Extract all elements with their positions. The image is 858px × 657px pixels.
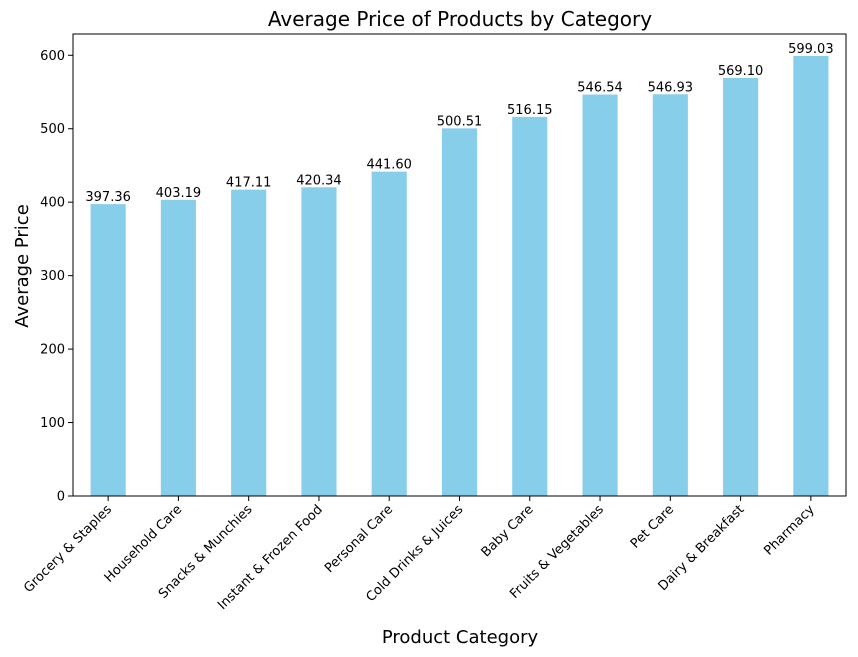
- bar: [160, 199, 196, 497]
- bar-value-label: 441.60: [366, 158, 412, 173]
- y-tick-label: 0: [57, 490, 65, 505]
- bar: [723, 77, 759, 496]
- x-tick-label: Pet Care: [628, 502, 677, 551]
- plot-area: 397.36 403.19 417.11 420.34 441.60 500.51 516.…: [21, 33, 847, 613]
- x-tick-label: Personal Care: [322, 502, 396, 576]
- bar-value-label: 417.11: [226, 176, 272, 191]
- x-tick-label: Pharmacy: [761, 502, 818, 559]
- bar-value-label: 397.36: [85, 190, 131, 205]
- plot-frame: [72, 33, 847, 497]
- bar-value-label: 403.19: [156, 186, 202, 201]
- bar: [371, 171, 407, 497]
- bar: [441, 128, 478, 496]
- bar-value-label: 500.51: [437, 114, 483, 129]
- bar: [793, 55, 829, 496]
- x-tick-label: Baby Care: [479, 502, 537, 560]
- x-axis-title: Product Category: [382, 627, 539, 648]
- y-tick-label: 500: [40, 122, 65, 137]
- bar-value-label: 546.93: [648, 80, 694, 95]
- bar: [652, 94, 688, 496]
- bar: [301, 187, 337, 496]
- y-tick-label: 100: [40, 416, 65, 431]
- bar: [582, 94, 618, 496]
- y-tick-label: 300: [40, 269, 65, 284]
- bar-value-label: 599.03: [788, 42, 834, 57]
- bar: [512, 116, 548, 496]
- bar-value-label: 546.54: [577, 81, 623, 96]
- y-tick-label: 200: [40, 343, 65, 358]
- bar-value-label: 569.10: [718, 64, 764, 79]
- bar-value-label: 516.15: [507, 103, 553, 118]
- chart-title: Average Price of Products by Category: [268, 7, 652, 31]
- bar: [231, 189, 267, 496]
- bar: [90, 204, 126, 496]
- x-tick-label: Grocery & Staples: [21, 502, 115, 596]
- y-tick-label: 600: [40, 49, 65, 64]
- y-tick-label: 400: [40, 196, 65, 211]
- bar-value-label: 420.34: [296, 173, 342, 188]
- y-axis-title: Average Price: [12, 204, 33, 328]
